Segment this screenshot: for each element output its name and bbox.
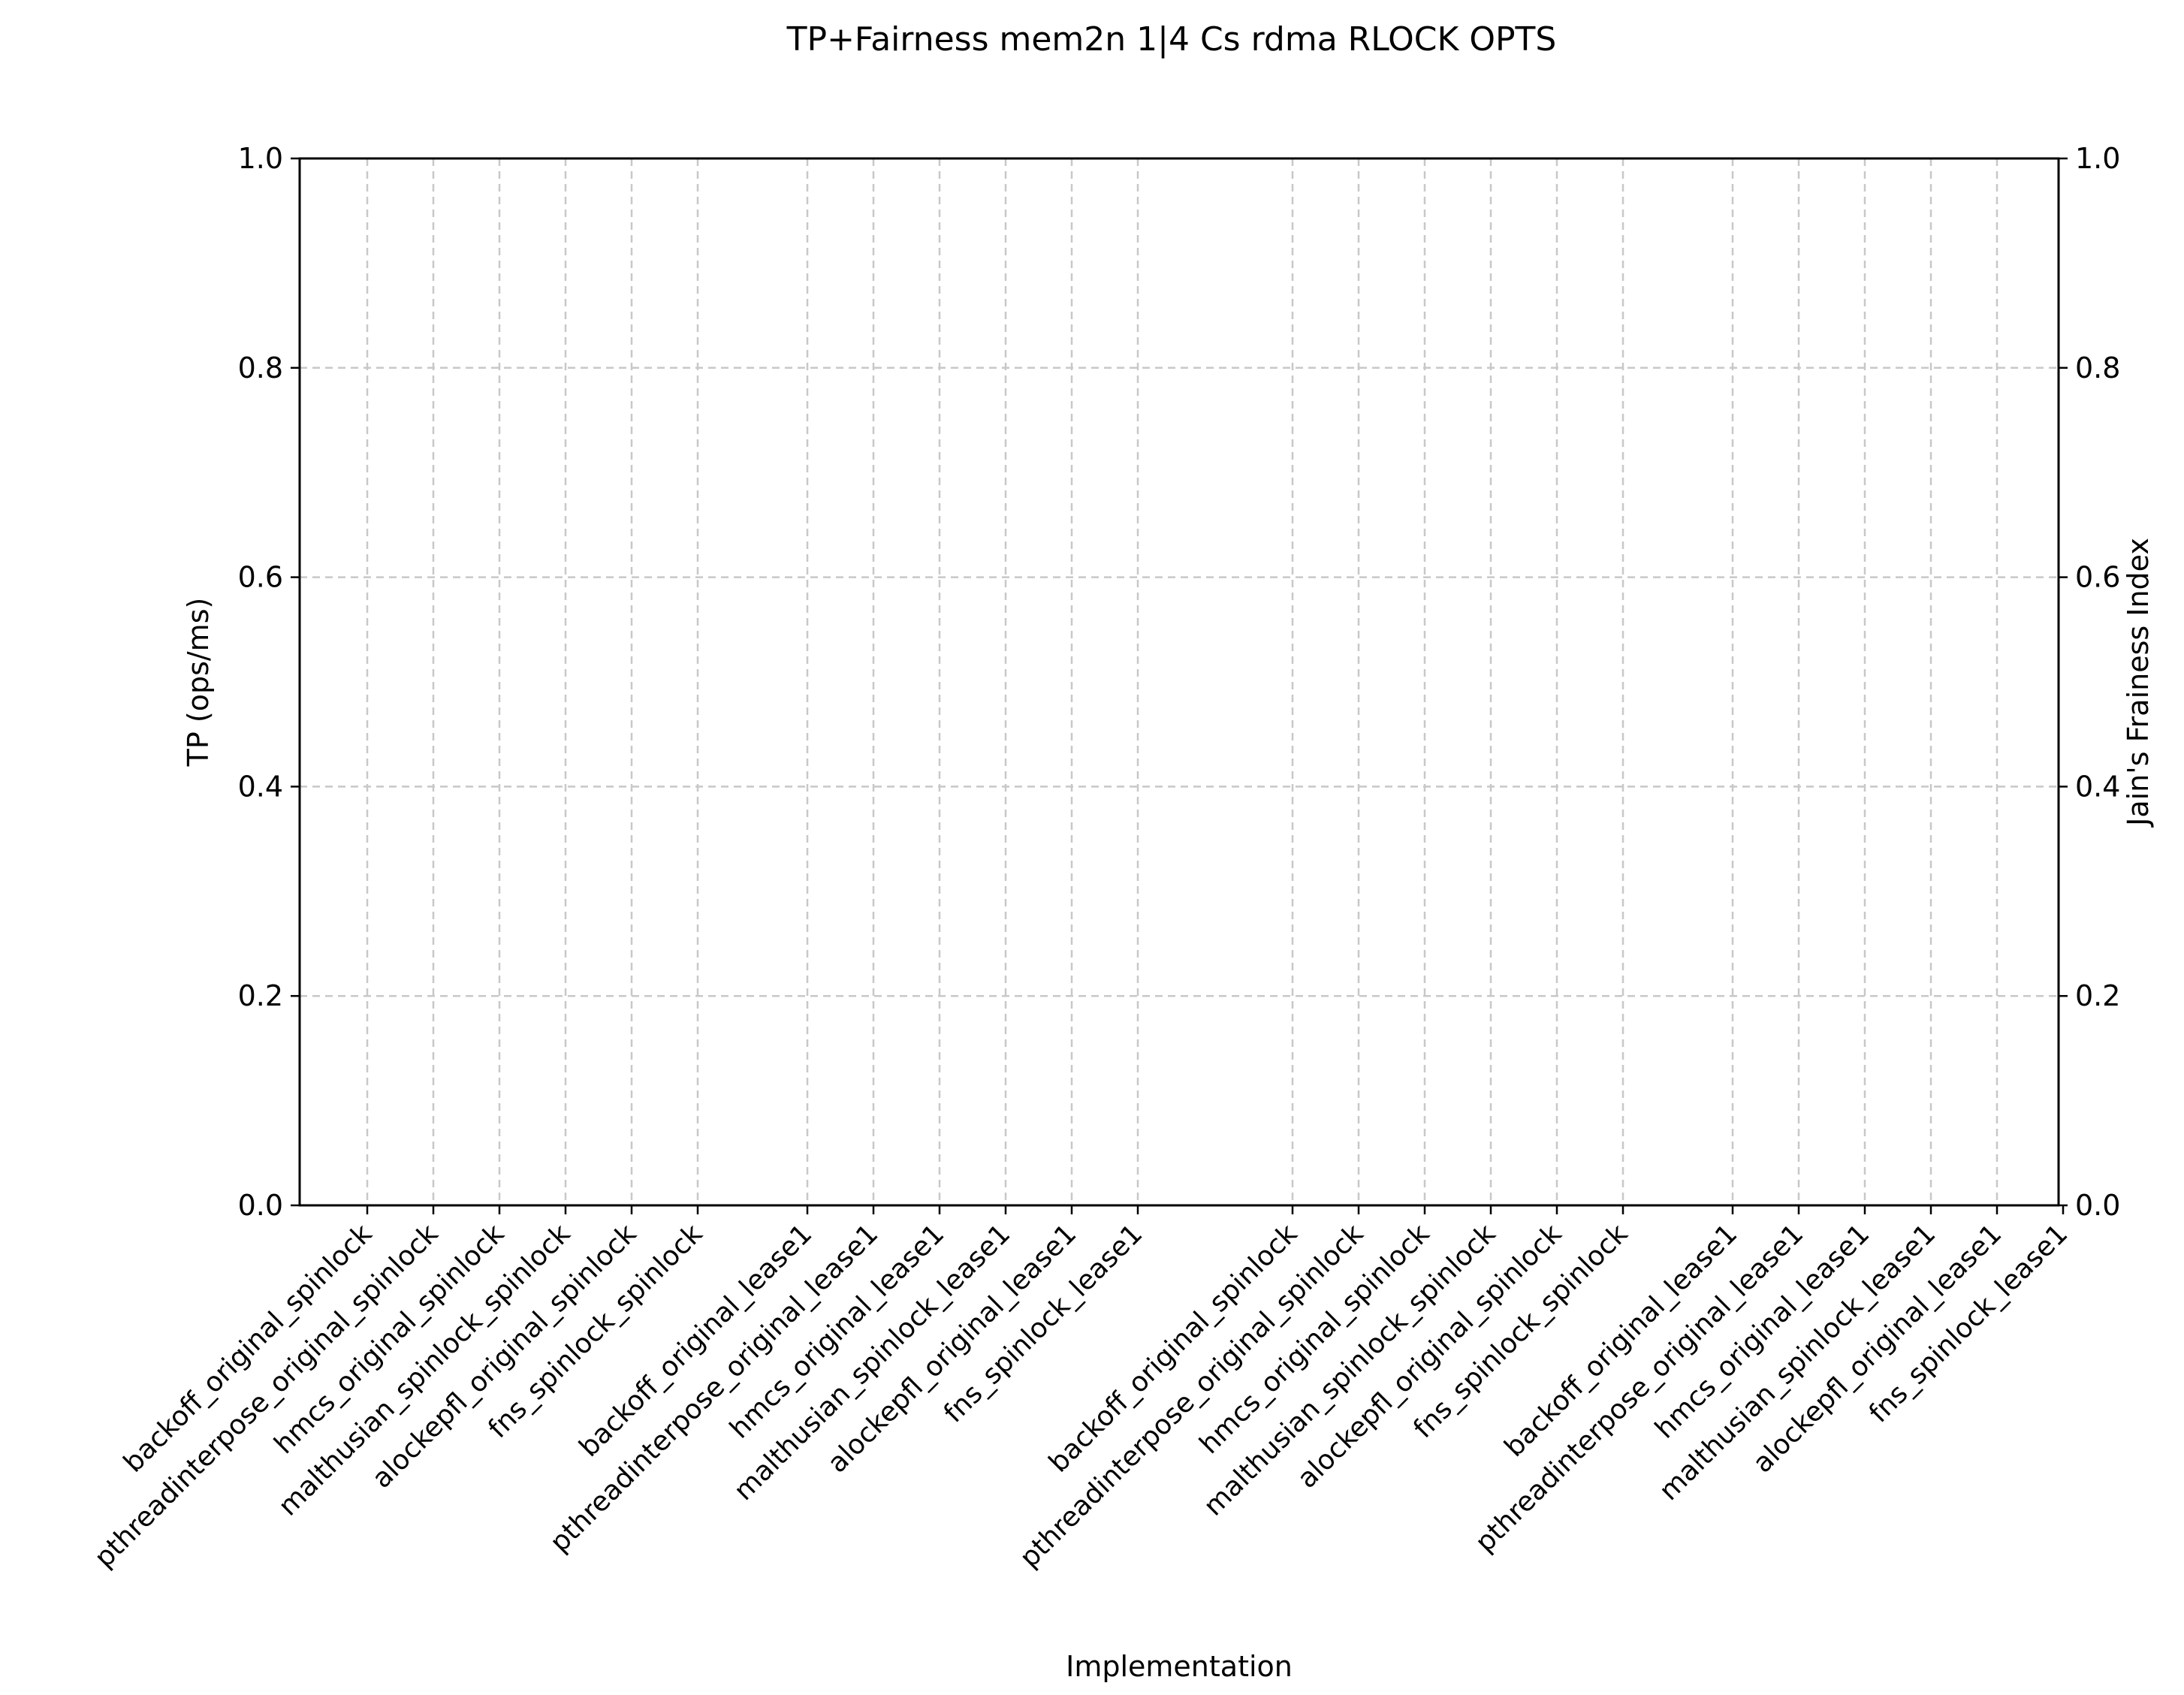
x-axis: backoff_original_spinlockpthreadinterpos… <box>89 1205 2074 1574</box>
y-tick-label-right: 0.0 <box>2075 1189 2120 1222</box>
y-tick-label-right: 1.0 <box>2075 142 2120 175</box>
y-tick-label-left: 0.2 <box>238 979 283 1012</box>
y-axis-left: 0.0 0.2 0.4 0.6 0.8 1.0 <box>238 142 300 1222</box>
y-tick-label-left: 0.0 <box>238 1189 283 1222</box>
y-tick-label-left: 0.4 <box>238 770 283 803</box>
y-tick-label-right: 0.6 <box>2075 561 2120 594</box>
plot-frame <box>298 157 2060 1207</box>
y-axis-title-right: Jain's Frainess Index <box>2122 538 2155 828</box>
y-axis-title-left: TP (ops/ms) <box>182 598 215 768</box>
y-axis-right: 0.0 0.2 0.4 0.6 0.8 1.0 <box>2059 142 2120 1222</box>
y-tick-label-right: 0.8 <box>2075 351 2120 385</box>
y-tick-label-right: 0.4 <box>2075 770 2120 803</box>
y-tick-label-left: 1.0 <box>238 142 283 175</box>
x-axis-title: Implementation <box>1066 1650 1293 1683</box>
y-tick-label-right: 0.2 <box>2075 979 2120 1012</box>
chart-title: TP+Fairness mem2n 1|4 Cs rdma RLOCK OPTS <box>786 20 1557 59</box>
y-tick-label-left: 0.6 <box>238 561 283 594</box>
grid-layer <box>300 158 2059 1205</box>
y-tick-label-left: 0.8 <box>238 351 283 385</box>
